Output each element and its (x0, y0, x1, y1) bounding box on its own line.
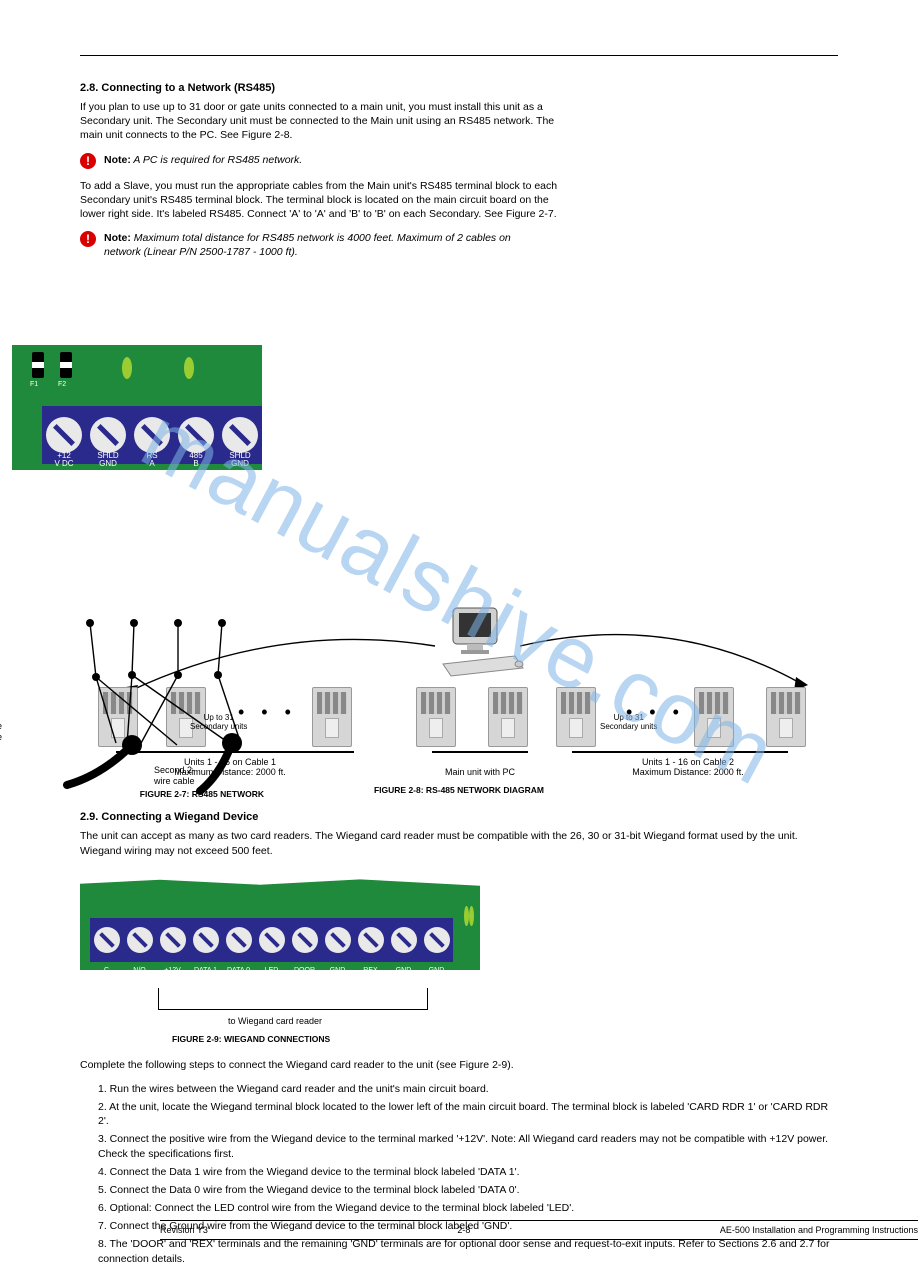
header-rule (80, 55, 838, 56)
cable-drawing: First 2-wire cable Second 2-wire cable F… (12, 615, 262, 795)
keypad-unit (488, 687, 528, 747)
wiegand-terminal-strip (90, 918, 453, 962)
figure-2-8-caption: FIGURE 2-8: RS-485 NETWORK DIAGRAM (80, 785, 838, 795)
terminal-label: GND (321, 967, 354, 974)
figure-2-9-pcb: C N/O +12V DATA 1 DATA 0 LED DOOR GND RE… (80, 874, 480, 984)
section-2-8-title: 2.8. Connecting to a Network (RS485) (80, 82, 838, 94)
fuse-f1 (32, 352, 44, 378)
terminal-label: N/O (123, 967, 156, 974)
wiegand-step: 6. Optional: Connect the LED control wir… (98, 1201, 830, 1215)
rs485-paragraph-1: If you plan to use up to 31 door or gate… (80, 100, 560, 143)
note-1-text: Note: A PC is required for RS485 network… (104, 153, 302, 167)
terminal-label: SHLD GND (218, 452, 262, 468)
terminal-label: DATA 0 (222, 967, 255, 974)
wiegand-step: 5. Connect the Data 0 wire from the Wieg… (98, 1183, 830, 1197)
terminal-label: SHLD GND (86, 452, 130, 468)
wiegand-paragraph-1: The unit can accept as many as two card … (80, 829, 830, 857)
terminal-label: LED (255, 967, 288, 974)
terminal-label: +12V (156, 967, 189, 974)
fuse-f2 (60, 352, 72, 378)
alert-icon: ! (80, 153, 96, 169)
pc-label: Main unit with PC (420, 767, 540, 777)
keypad-unit (694, 687, 734, 747)
footer-page-number: 2-8 (457, 1225, 470, 1235)
mount-pad-1 (122, 357, 132, 379)
wiegand-bracket (158, 988, 428, 1010)
terminal-label: C (90, 967, 123, 974)
terminal-label: DATA 1 (189, 967, 222, 974)
terminal-label: REX (354, 967, 387, 974)
cable-label-1: First 2-wire cable (0, 721, 2, 743)
keypad-unit (416, 687, 456, 747)
terminal-label: DOOR (288, 967, 321, 974)
keypad-unit (556, 687, 596, 747)
note-2-text: Note: Maximum total distance for RS485 n… (104, 231, 530, 259)
terminal-label: 485 B (174, 452, 218, 468)
section-2-9-title: 2.9. Connecting a Wiegand Device (80, 811, 838, 823)
wiegand-step: 8. The 'DOOR' and 'REX' terminals and th… (98, 1237, 830, 1265)
terminal-label: +12 V DC (42, 452, 86, 468)
group2-label: Units 1 - 16 on Cable 2 Maximum Distance… (568, 757, 808, 777)
alert-icon: ! (80, 231, 96, 247)
rs485-paragraph-2: To add a Slave, you must run the appropr… (80, 179, 560, 222)
note-1: ! Note: A PC is required for RS485 netwo… (80, 153, 560, 169)
wiegand-labels-row: C N/O +12V DATA 1 DATA 0 LED DOOR GND RE… (90, 967, 453, 974)
computer-icon (435, 606, 525, 681)
figure-2-7-pcb: F1 F2 +12 V DC SHLD GND RS A 485 B SHLD … (12, 345, 262, 485)
footer-revision: Revision Y3 (160, 1225, 208, 1235)
group2-small: Up to 31 Secondary units (600, 713, 657, 731)
figure-2-9-caption: FIGURE 2-9: WIEGAND CONNECTIONS (172, 1034, 838, 1044)
wiegand-step: 4. Connect the Data 1 wire from the Wieg… (98, 1165, 830, 1179)
wiegand-step: 3. Connect the positive wire from the Wi… (98, 1132, 830, 1160)
mount-pads (464, 906, 474, 952)
mount-pad-2 (184, 357, 194, 379)
wiegand-step: 1. Run the wires between the Wiegand car… (98, 1082, 830, 1096)
page-footer: Revision Y3 2-8 AE-500 Installation and … (160, 1220, 918, 1240)
bus-line-2 (572, 751, 788, 753)
terminal-label: GND (420, 967, 453, 974)
bus-line-center (432, 751, 528, 753)
footer-doc-title: AE-500 Installation and Programming Inst… (720, 1225, 918, 1235)
terminal-label: RS A (130, 452, 174, 468)
terminal-label: GND (387, 967, 420, 974)
cable-label-2: Second 2-wire cable (154, 765, 204, 787)
fuse-label-f1: F1 (30, 381, 38, 388)
fuse-label-f2: F2 (58, 381, 66, 388)
wiegand-step: 2. At the unit, locate the Wiegand termi… (98, 1100, 830, 1128)
keypad-unit (766, 687, 806, 747)
note-2: ! Note: Maximum total distance for RS485… (80, 231, 530, 259)
pcb-board: F1 F2 +12 V DC SHLD GND RS A 485 B SHLD … (12, 345, 262, 470)
wiegand-bracket-label: to Wiegand card reader (228, 1016, 322, 1026)
keypad-unit (312, 687, 352, 747)
wiegand-steps-intro: Complete the following steps to connect … (80, 1058, 830, 1072)
